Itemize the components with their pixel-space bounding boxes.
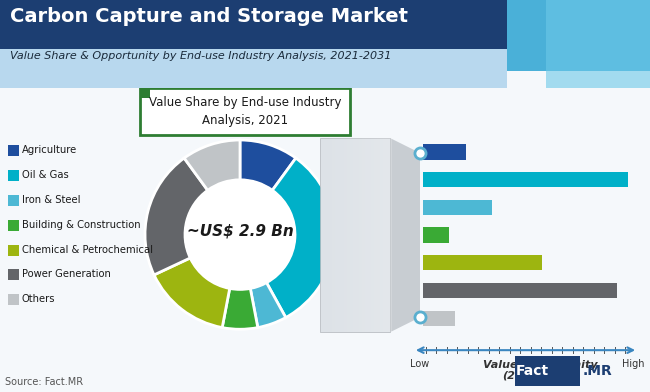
Bar bbox=[8, 195, 19, 206]
Text: Value Share by End-use Industry
Analysis, 2021: Value Share by End-use Industry Analysis… bbox=[149, 96, 341, 127]
Circle shape bbox=[185, 180, 295, 289]
Text: High: High bbox=[622, 359, 644, 369]
Bar bbox=[8, 245, 19, 256]
Text: Value Opportunity: Value Opportunity bbox=[483, 360, 598, 370]
Bar bbox=[423, 144, 466, 160]
Bar bbox=[423, 172, 628, 187]
Text: Fact: Fact bbox=[516, 365, 549, 378]
Bar bbox=[0, 49, 507, 88]
Text: Building & Construction: Building & Construction bbox=[22, 220, 140, 230]
Bar bbox=[0, 0, 507, 49]
Text: .MR: .MR bbox=[583, 365, 613, 378]
Bar bbox=[350, 138, 353, 332]
Text: Carbon Capture and Storage Market: Carbon Capture and Storage Market bbox=[10, 7, 408, 26]
Bar bbox=[386, 138, 389, 332]
Bar bbox=[389, 138, 392, 332]
Text: ~US$ 2.9 Bn: ~US$ 2.9 Bn bbox=[187, 223, 293, 238]
Text: Others: Others bbox=[22, 294, 55, 304]
Text: Chemical & Petrochemical: Chemical & Petrochemical bbox=[22, 245, 153, 254]
Bar bbox=[335, 138, 338, 332]
Bar bbox=[329, 138, 332, 332]
Text: Agriculture: Agriculture bbox=[22, 145, 77, 155]
Text: Value Share & Opportunity by End-use Industry Analysis, 2021-2031: Value Share & Opportunity by End-use Ind… bbox=[10, 51, 391, 61]
Bar bbox=[383, 138, 386, 332]
Bar bbox=[140, 88, 150, 98]
Bar bbox=[353, 138, 356, 332]
Bar bbox=[377, 138, 380, 332]
Bar bbox=[546, 0, 650, 88]
Text: (2021-2031): (2021-2031) bbox=[502, 370, 579, 380]
Text: Low: Low bbox=[410, 359, 430, 369]
Bar bbox=[323, 138, 326, 332]
Wedge shape bbox=[154, 258, 229, 328]
Bar bbox=[371, 138, 374, 332]
Bar bbox=[423, 227, 449, 243]
Bar bbox=[344, 138, 347, 332]
Bar bbox=[423, 200, 492, 215]
Text: Source: Fact.MR: Source: Fact.MR bbox=[5, 377, 83, 387]
Bar bbox=[320, 138, 390, 332]
Bar bbox=[362, 138, 365, 332]
Bar bbox=[380, 138, 383, 332]
Bar bbox=[368, 138, 371, 332]
Bar bbox=[356, 138, 359, 332]
Bar bbox=[347, 138, 350, 332]
Wedge shape bbox=[266, 158, 335, 318]
Bar bbox=[341, 138, 344, 332]
Wedge shape bbox=[250, 283, 286, 328]
Bar bbox=[365, 138, 368, 332]
Bar bbox=[332, 138, 335, 332]
Bar bbox=[338, 138, 341, 332]
Bar bbox=[320, 138, 323, 332]
Bar bbox=[140, 88, 350, 135]
Wedge shape bbox=[240, 140, 296, 190]
Bar bbox=[8, 170, 19, 181]
Bar bbox=[515, 356, 580, 387]
Bar bbox=[374, 138, 377, 332]
Wedge shape bbox=[145, 158, 207, 275]
Bar bbox=[326, 138, 329, 332]
Text: Oil & Gas: Oil & Gas bbox=[22, 170, 69, 180]
Text: Iron & Steel: Iron & Steel bbox=[22, 195, 81, 205]
Bar bbox=[8, 145, 19, 156]
Bar bbox=[8, 220, 19, 230]
Wedge shape bbox=[184, 140, 240, 190]
Text: Power Generation: Power Generation bbox=[22, 269, 111, 279]
Bar bbox=[359, 138, 362, 332]
Bar bbox=[507, 0, 650, 71]
Bar bbox=[423, 255, 541, 270]
Bar bbox=[8, 269, 19, 280]
Bar bbox=[423, 311, 456, 326]
Bar bbox=[423, 283, 618, 298]
Polygon shape bbox=[390, 138, 420, 332]
Bar bbox=[8, 294, 19, 305]
Wedge shape bbox=[222, 289, 258, 329]
